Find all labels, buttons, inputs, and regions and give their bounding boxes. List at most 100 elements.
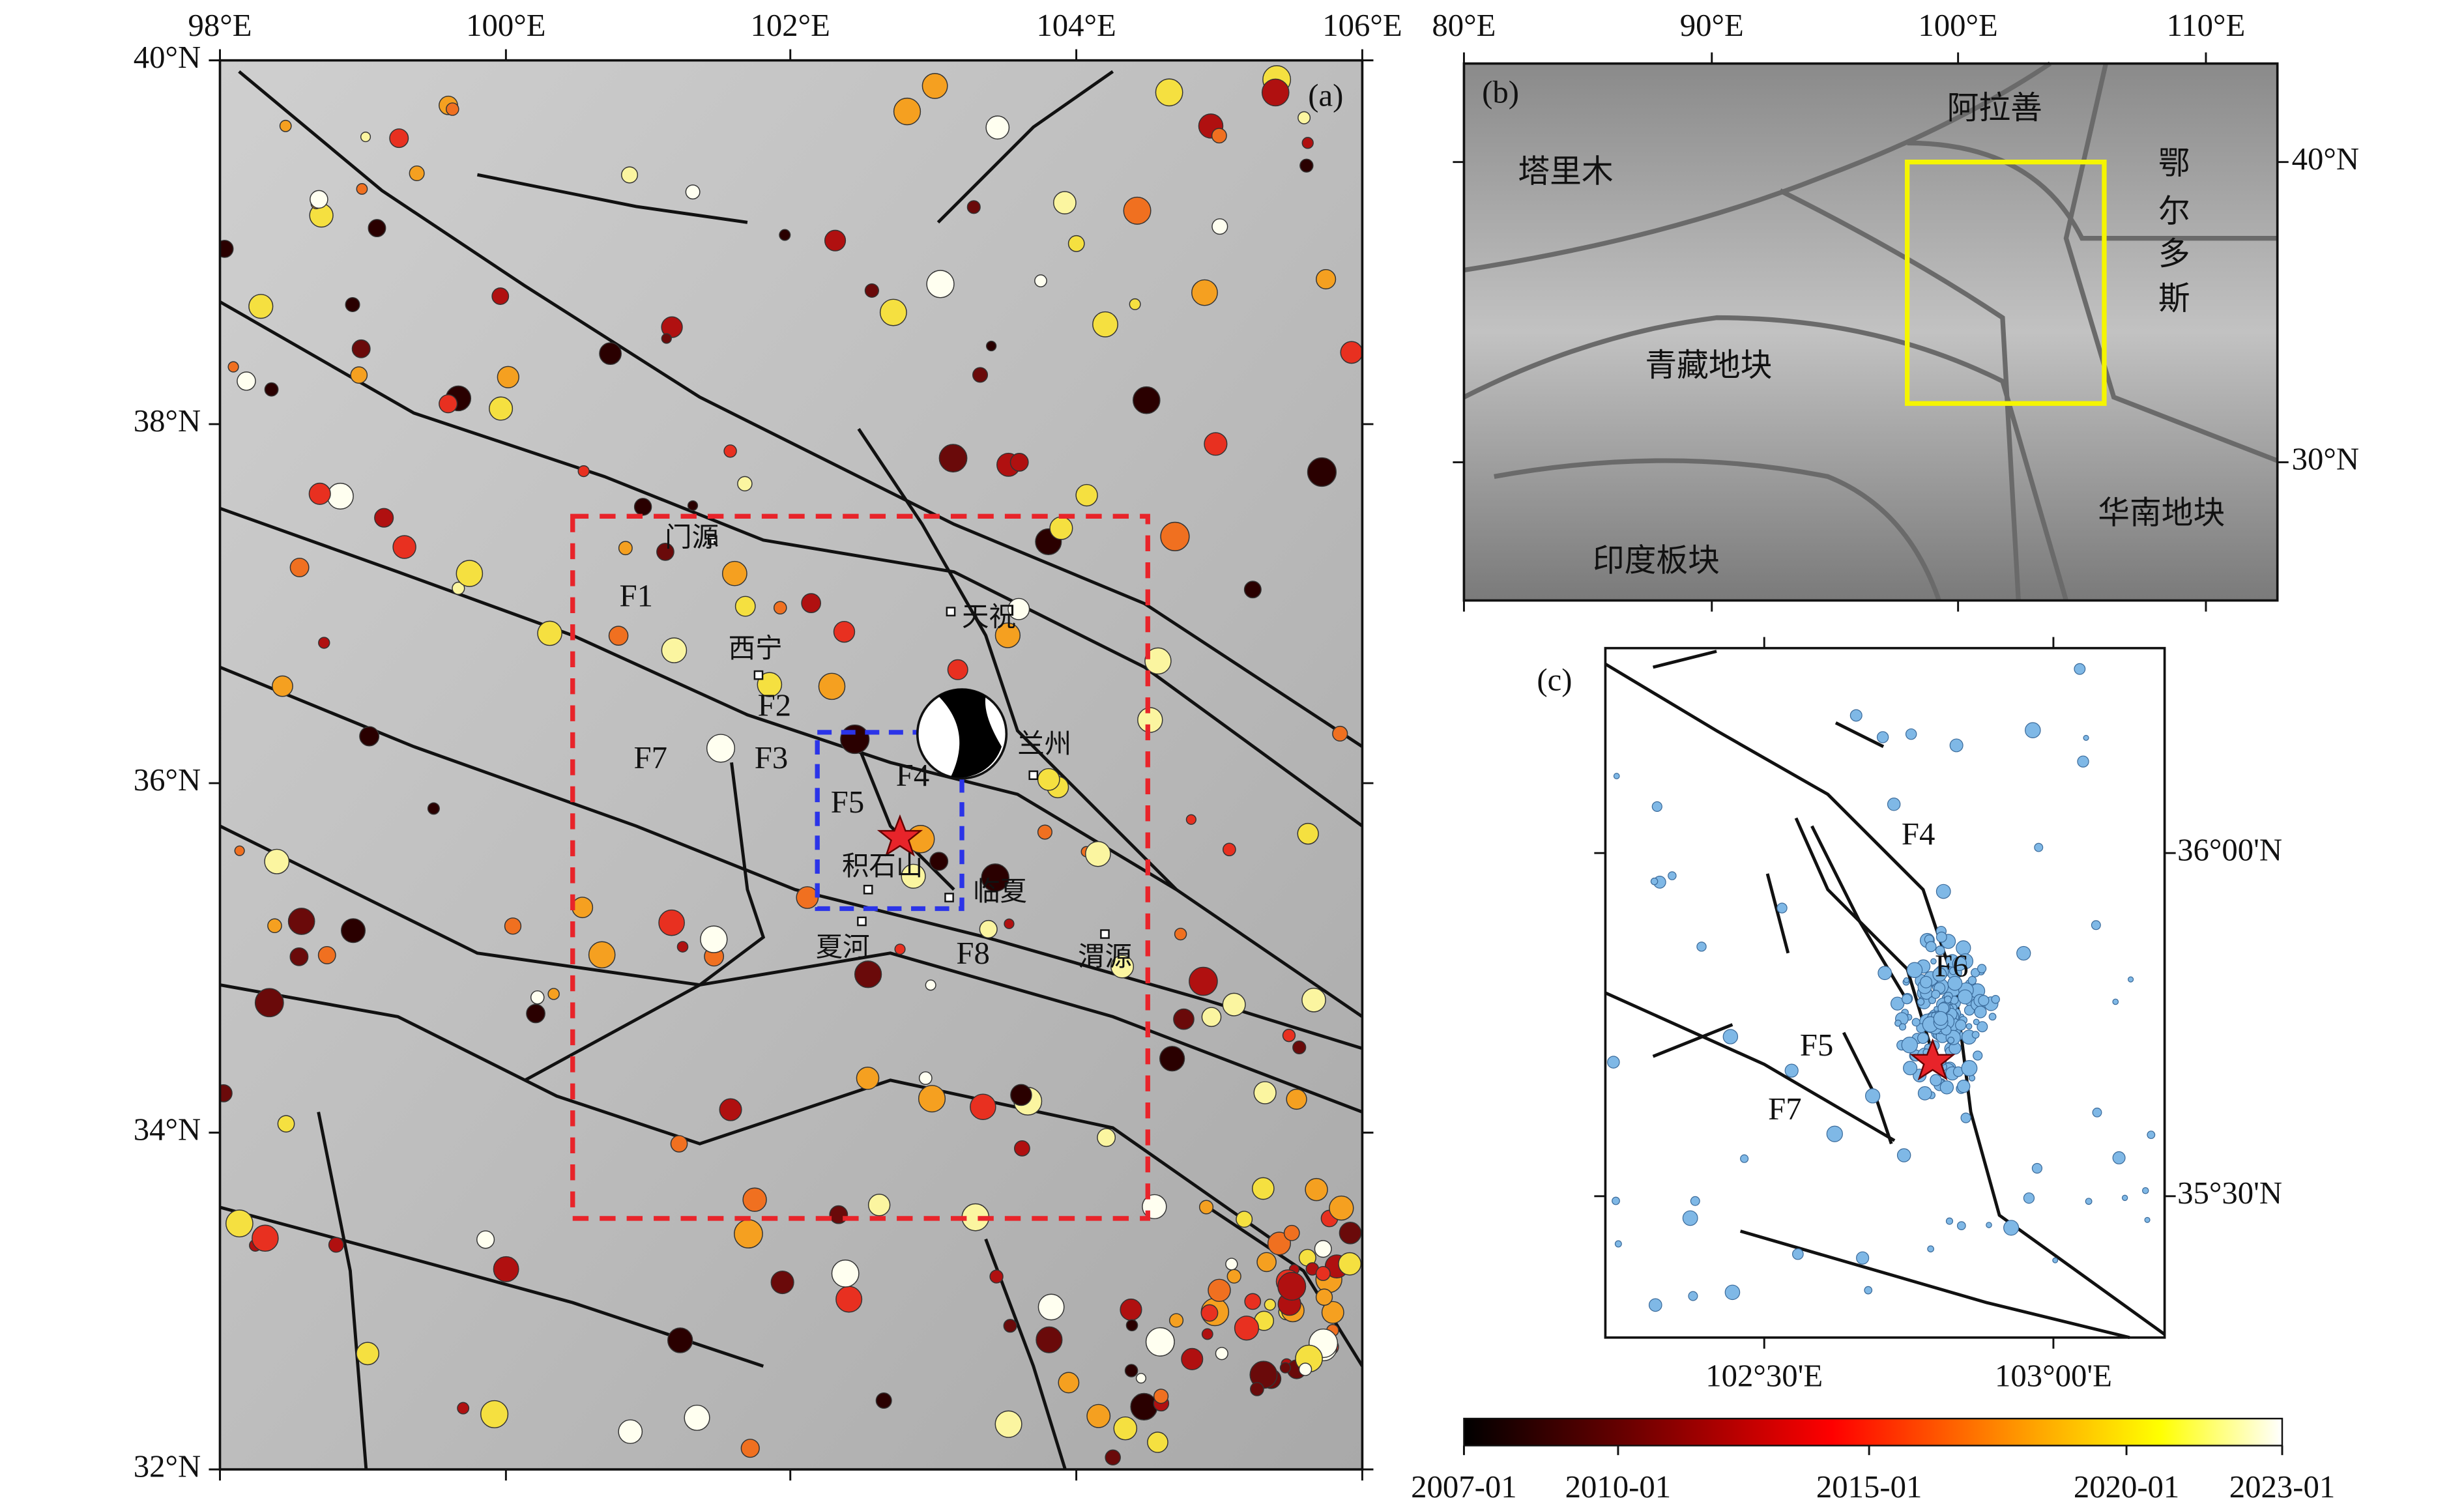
event <box>1297 822 1319 845</box>
colorbar <box>1463 1417 2283 1447</box>
aftershock <box>1939 1080 1954 1095</box>
aftershock <box>1935 884 1951 899</box>
event <box>618 1419 643 1445</box>
aftershock <box>1650 877 1659 886</box>
event <box>1123 196 1152 225</box>
town <box>707 535 717 545</box>
event <box>1253 1081 1277 1104</box>
aftershock <box>1613 773 1620 779</box>
aftershock <box>1932 967 1947 982</box>
event <box>721 560 747 586</box>
event <box>1299 158 1314 173</box>
event <box>489 396 514 421</box>
event <box>389 128 409 149</box>
event <box>264 382 279 397</box>
x-tick-label: 80°E <box>1432 8 1496 43</box>
y-tick-label: 38°N <box>134 403 201 439</box>
y-tick-label: 30°N <box>2292 442 2359 477</box>
event <box>1181 1347 1204 1370</box>
event <box>237 371 256 391</box>
aftershock <box>1949 738 1964 753</box>
fault-label: F4 <box>1902 816 1935 852</box>
event <box>234 845 245 856</box>
event <box>1113 1416 1138 1441</box>
event <box>670 1135 688 1153</box>
event <box>289 947 309 966</box>
event <box>1225 1258 1238 1271</box>
event <box>947 659 968 680</box>
town <box>1100 929 1110 939</box>
event <box>618 541 633 556</box>
event <box>1189 966 1218 996</box>
fault-label: F4 <box>896 758 930 793</box>
event <box>994 622 1021 648</box>
event <box>1222 992 1246 1016</box>
fault-label: F6 <box>1935 948 1968 983</box>
region-label: 印度板块 <box>1593 543 1720 579</box>
event <box>220 240 234 258</box>
focal-mechanism <box>916 688 1008 780</box>
event <box>734 1219 763 1249</box>
aftershock <box>1826 1125 1843 1142</box>
event <box>1110 955 1135 979</box>
aftershock <box>1890 996 1905 1011</box>
region-label: 多 <box>2158 237 2190 272</box>
aftershock <box>1903 977 1909 983</box>
event <box>1155 78 1183 107</box>
x-tick-label: 98°E <box>188 8 252 43</box>
panel-b: (b) <box>1462 61 2279 602</box>
event <box>1305 1177 1328 1202</box>
event <box>1252 1177 1275 1200</box>
aftershock <box>1988 1013 1997 1021</box>
event <box>938 444 968 473</box>
event <box>875 1392 892 1409</box>
x-tick-label: 103°00'E <box>1995 1358 2112 1393</box>
event <box>1307 457 1337 487</box>
event <box>981 863 1009 892</box>
aftershock <box>1925 941 1937 953</box>
aftershock <box>1967 975 1977 985</box>
event <box>308 482 331 505</box>
fault-label: F5 <box>831 785 865 820</box>
aftershock <box>2147 1131 2156 1140</box>
event <box>1153 1389 1169 1404</box>
event <box>989 1269 1004 1284</box>
event <box>740 1439 760 1458</box>
event <box>1084 841 1111 867</box>
fault-label: F3 <box>755 740 788 775</box>
y-tick-label: 32°N <box>134 1448 201 1484</box>
aftershock <box>1877 966 1892 981</box>
event <box>1316 268 1337 290</box>
aftershock <box>1607 1056 1620 1069</box>
aftershock <box>2112 998 2119 1005</box>
event <box>1215 1347 1228 1361</box>
aftershock <box>1856 1251 1870 1265</box>
event <box>656 543 674 561</box>
event <box>457 1402 470 1415</box>
event <box>1267 1232 1291 1256</box>
event <box>1244 1293 1262 1310</box>
event <box>719 1098 742 1121</box>
event <box>1009 452 1029 472</box>
colorbar-tick-label: 2010-01 <box>1565 1469 1671 1498</box>
event <box>491 287 510 305</box>
event <box>773 601 787 615</box>
event <box>1340 341 1363 364</box>
y-tick-label: 40°N <box>134 40 201 75</box>
event <box>1092 311 1118 338</box>
event <box>1321 1301 1344 1324</box>
y-tick-label: 35°30'N <box>2177 1175 2282 1211</box>
aftershock <box>1614 1240 1622 1248</box>
event <box>893 97 921 126</box>
aftershock <box>1974 1005 1987 1018</box>
aftershock <box>2052 1257 2059 1263</box>
aftershock <box>1612 1196 1620 1205</box>
event <box>572 897 594 919</box>
event <box>685 184 701 200</box>
aftershock <box>1935 931 1947 943</box>
event <box>1125 1319 1138 1332</box>
event <box>279 119 292 132</box>
event <box>921 72 948 99</box>
aftershock <box>1943 995 1952 1003</box>
aftershock <box>1902 994 1913 1005</box>
